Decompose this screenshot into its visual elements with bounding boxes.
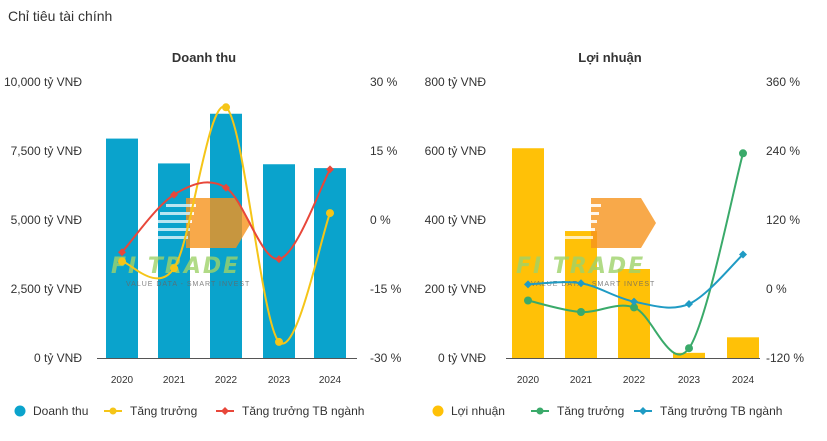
- revenue-watermark-stripe: [166, 204, 196, 207]
- profit-left-tick-label: 800 tỷ VNĐ: [425, 75, 487, 89]
- revenue-right-tick-label: 15 %: [370, 144, 398, 158]
- profit-left-tick-label: 200 tỷ VNĐ: [425, 282, 487, 296]
- profit-chart: Lợi nhuận 0 tỷ VNĐ 200 tỷ VNĐ 400 tỷ VNĐ 600…: [425, 50, 805, 418]
- profit-left-tick-label: 600 tỷ VNĐ: [425, 144, 487, 158]
- profit-series-1-point: [524, 296, 532, 305]
- profit-watermark-stripe: [553, 228, 595, 231]
- profit-right-tick-label: -120 %: [766, 351, 804, 365]
- revenue-series-2-point: [222, 183, 230, 192]
- profit-right-tick-label: 240 %: [766, 144, 800, 158]
- revenue-chart-title: Doanh thu: [172, 50, 236, 65]
- revenue-series-1-point: [326, 209, 334, 218]
- profit-legend-bar-marker: [432, 405, 444, 417]
- revenue-right-tick-label: -30 %: [370, 351, 402, 365]
- profit-watermark-logo: FI TRADE VALUE DATA - SMART INVEST: [516, 198, 656, 288]
- revenue-category-label: 2020: [111, 375, 134, 386]
- revenue-legend-bar-marker: [14, 405, 26, 417]
- profit-category-label: 2023: [678, 375, 701, 386]
- profit-category-label: 2022: [623, 375, 646, 386]
- profit-right-tick-label: 120 %: [766, 213, 800, 227]
- profit-series-2-point: [685, 299, 693, 308]
- revenue-left-tick-label: 2,500 tỷ VNĐ: [11, 282, 83, 296]
- revenue-series-1-point: [222, 103, 230, 112]
- revenue-legend-label: Tăng trưởng: [130, 404, 197, 418]
- profit-series-2-point: [577, 279, 585, 288]
- revenue-left-tick-label: 10,000 tỷ VNĐ: [4, 75, 82, 89]
- revenue-bar: [314, 168, 346, 358]
- profit-right-tick-label: 360 %: [766, 75, 800, 89]
- profit-legend-label: Lợi nhuận: [451, 404, 505, 418]
- profit-category-label: 2021: [570, 375, 593, 386]
- profit-bar: [618, 268, 650, 358]
- revenue-series-1-point: [118, 257, 126, 266]
- profit-series-2-point: [524, 280, 532, 289]
- profit-category-label: 2024: [732, 375, 755, 386]
- revenue-legend-label: Tăng trưởng TB ngành: [242, 404, 364, 418]
- revenue-category-label: 2024: [319, 375, 342, 386]
- revenue-series-2-point: [326, 165, 334, 174]
- revenue-series-2-point: [170, 190, 178, 199]
- profit-legend-label: Tăng trưởng TB ngành: [660, 404, 782, 418]
- profit-watermark-tagline: VALUE DATA - SMART INVEST: [531, 281, 655, 288]
- revenue-right-tick-label: -15 %: [370, 282, 402, 296]
- profit-watermark-stripe: [571, 204, 601, 207]
- revenue-right-tick-label: 30 %: [370, 75, 398, 89]
- profit-right-tick-label: 0 %: [766, 282, 787, 296]
- revenue-watermark-shape: [186, 198, 251, 248]
- profit-series-2-point: [739, 250, 747, 259]
- profit-watermark-stripe: [559, 220, 597, 223]
- profit-series-2-point: [630, 297, 638, 306]
- profit-bar: [512, 148, 544, 358]
- revenue-series-1-point: [170, 264, 178, 273]
- revenue-left-tick-label: 7,500 tỷ VNĐ: [11, 144, 83, 158]
- revenue-category-label: 2021: [163, 375, 186, 386]
- profit-watermark-stripe: [565, 212, 599, 215]
- profit-category-label: 2020: [517, 375, 540, 386]
- profit-legend-point-marker: [639, 407, 647, 415]
- revenue-chart: Doanh thu 0 tỷ VNĐ 2,500 tỷ VNĐ 5,000 tỷ VN…: [4, 50, 402, 418]
- revenue-left-tick-label: 5,000 tỷ VNĐ: [11, 213, 83, 227]
- profit-left-tick-label: 400 tỷ VNĐ: [425, 213, 487, 227]
- revenue-watermark-stripe: [154, 220, 192, 223]
- profit-legend-label: Tăng trưởng: [557, 404, 624, 418]
- revenue-series-2-point: [118, 248, 126, 257]
- revenue-series-2-line: [121, 168, 331, 261]
- profit-bar: [673, 352, 705, 358]
- profit-chart-title: Lợi nhuận: [578, 50, 641, 65]
- revenue-legend-label: Doanh thu: [33, 404, 88, 418]
- profit-legend-point-marker: [536, 407, 544, 415]
- page-title: Chỉ tiêu tài chính: [8, 8, 113, 24]
- profit-series-1-point: [685, 344, 693, 353]
- revenue-category-label: 2022: [215, 375, 238, 386]
- revenue-watermark-stripe: [160, 212, 194, 215]
- profit-series-1-point: [630, 303, 638, 312]
- revenue-legend-point-marker: [221, 407, 229, 415]
- profit-series-1-point: [577, 308, 585, 316]
- revenue-watermark-stripe: [142, 236, 188, 239]
- revenue-series-2-point: [275, 255, 283, 264]
- profit-watermark-stripe: [547, 236, 593, 239]
- profit-bar: [565, 231, 597, 358]
- revenue-watermark-stripe: [148, 228, 190, 231]
- revenue-right-tick-label: 0 %: [370, 213, 391, 227]
- revenue-category-label: 2023: [268, 375, 291, 386]
- revenue-legend-point-marker: [109, 407, 117, 415]
- profit-series-1-line: [527, 153, 744, 356]
- profit-left-tick-label: 0 tỷ VNĐ: [438, 351, 486, 365]
- revenue-left-tick-label: 0 tỷ VNĐ: [34, 351, 82, 365]
- revenue-series-1-point: [275, 337, 283, 346]
- profit-series-1-point: [739, 149, 747, 158]
- profit-watermark-brand: FI TRADE: [516, 254, 645, 279]
- profit-watermark-shape: [591, 198, 656, 248]
- profit-bar: [727, 337, 759, 358]
- revenue-watermark-tagline: VALUE DATA - SMART INVEST: [126, 281, 250, 288]
